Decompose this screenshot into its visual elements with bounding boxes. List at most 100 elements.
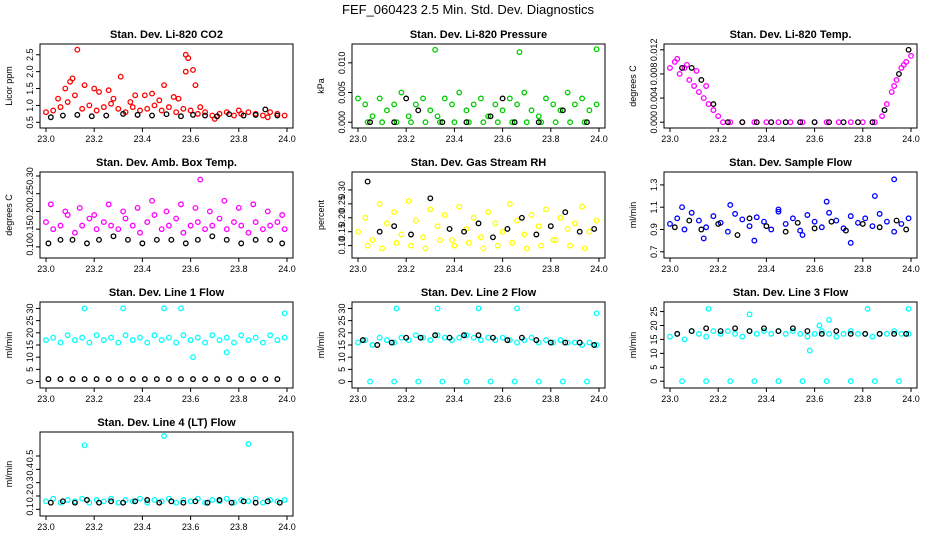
y-tick-label: 0.008 <box>649 63 659 86</box>
data-point <box>456 203 463 210</box>
reference-point <box>388 339 395 346</box>
figure-title: FEF_060423 2.5 Min. Std. Dev. Diagnostic… <box>342 2 594 17</box>
data-point <box>739 333 746 340</box>
data-point <box>746 223 753 230</box>
data-point <box>681 226 688 233</box>
data-point <box>487 378 494 385</box>
data-point <box>823 119 830 126</box>
reference-point <box>903 226 910 233</box>
data-point <box>732 330 739 337</box>
data-point <box>579 203 586 210</box>
data-point <box>905 305 912 312</box>
data-point <box>194 334 201 341</box>
data-point <box>586 339 593 346</box>
reference-point <box>511 119 518 126</box>
data-point <box>412 101 419 108</box>
reference-point <box>698 77 705 83</box>
data-point <box>180 105 187 112</box>
reference-point <box>504 337 511 344</box>
reference-point <box>274 376 281 383</box>
data-point <box>187 498 194 505</box>
data-point <box>129 104 136 111</box>
data-point <box>71 337 78 344</box>
data-point <box>898 330 905 337</box>
data-point <box>538 119 545 126</box>
data-point <box>826 209 833 216</box>
data-point <box>231 339 237 346</box>
reference-point <box>828 218 835 225</box>
data-point <box>811 330 818 337</box>
y-tick-label: 2.5 <box>25 48 35 61</box>
reference-point <box>163 111 170 118</box>
data-point <box>775 119 782 126</box>
data-point <box>847 119 854 126</box>
y-tick-label: 0.20 <box>337 209 347 227</box>
y-tick-label: 0.005 <box>337 81 347 104</box>
reference-point <box>876 330 883 337</box>
data-point <box>190 354 196 361</box>
data-point <box>700 235 707 242</box>
reference-point <box>59 112 66 119</box>
data-point <box>408 242 414 249</box>
x-tick-label: 23.0 <box>37 134 55 144</box>
data-point <box>494 242 501 249</box>
data-point <box>521 89 528 96</box>
reference-point <box>153 376 160 383</box>
y-axis-label: ml/min <box>4 461 14 488</box>
data-point <box>564 225 571 232</box>
reference-point <box>761 325 767 332</box>
data-point <box>593 101 600 108</box>
data-point <box>398 334 405 341</box>
data-point <box>674 55 681 62</box>
data-point <box>81 442 88 449</box>
data-point <box>543 337 549 344</box>
x-tick-label: 23.8 <box>542 394 560 404</box>
y-tick-label: 0.30 <box>337 181 347 199</box>
data-point <box>900 61 907 68</box>
x-tick-label: 23.6 <box>494 264 512 274</box>
data-point <box>509 239 516 246</box>
data-point <box>161 305 168 312</box>
data-point <box>891 176 898 183</box>
data-point <box>79 222 86 229</box>
data-point <box>57 104 64 111</box>
y-tick-label: 5 <box>649 365 659 370</box>
data-point <box>235 204 242 211</box>
data-point <box>173 215 180 222</box>
data-point <box>158 337 165 344</box>
reference-point <box>811 225 818 232</box>
data-point <box>451 242 458 249</box>
data-point <box>76 204 83 211</box>
reference-point <box>168 236 175 243</box>
data-point <box>761 218 767 225</box>
data-point <box>122 332 129 339</box>
data-point <box>847 328 854 335</box>
data-point <box>543 95 549 102</box>
data-point <box>93 332 100 339</box>
data-point <box>383 107 390 114</box>
reference-point <box>374 342 381 348</box>
data-point <box>122 215 129 222</box>
reference-point <box>446 334 453 341</box>
data-point <box>432 46 439 53</box>
plot-frame <box>663 301 918 389</box>
x-tick-label: 24.0 <box>902 264 920 274</box>
reference-point <box>782 119 789 126</box>
reference-point <box>576 228 583 235</box>
data-point <box>187 107 194 114</box>
data-point <box>688 209 695 216</box>
reference-point <box>559 107 566 114</box>
data-point <box>523 119 530 126</box>
plot-panel: Stan. Dev. Line 2 Flow 23.0 23.2 23.4 23.6 23… <box>316 287 608 404</box>
data-point <box>896 378 902 385</box>
reference-point <box>47 499 54 506</box>
data-point <box>267 332 274 339</box>
x-tick-label: 23.6 <box>806 264 824 274</box>
reference-point <box>214 376 221 383</box>
data-point <box>550 101 557 108</box>
data-point <box>250 201 257 208</box>
data-point <box>379 245 386 252</box>
x-tick-label: 23.8 <box>542 264 560 274</box>
reference-point <box>376 228 383 235</box>
y-tick-label: 0.2 <box>25 490 35 503</box>
